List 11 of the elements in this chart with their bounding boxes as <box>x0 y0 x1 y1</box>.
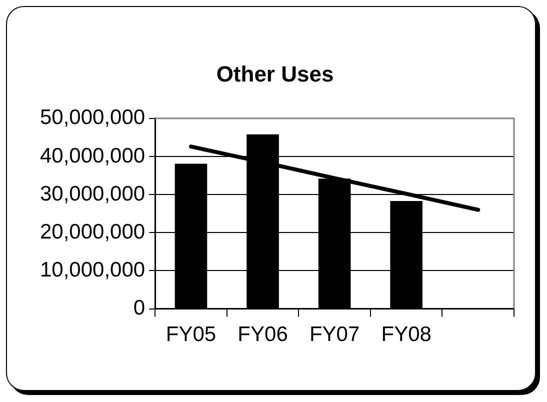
x-tick-label: FY07 <box>309 323 360 346</box>
y-tick-label: 30,000,000 <box>40 182 146 206</box>
y-tick-label: 0 <box>133 296 146 320</box>
x-tick-label: FY06 <box>238 323 288 346</box>
y-tick-label: 10,000,000 <box>40 258 146 282</box>
x-tick-label: FY05 <box>166 323 216 346</box>
y-tick-label: 20,000,000 <box>40 220 146 244</box>
x-tick-label: FY08 <box>381 323 432 346</box>
y-tick-label: 40,000,000 <box>40 144 146 168</box>
chart-title: Other Uses <box>216 61 334 86</box>
y-tick-label: 50,000,000 <box>40 106 146 130</box>
